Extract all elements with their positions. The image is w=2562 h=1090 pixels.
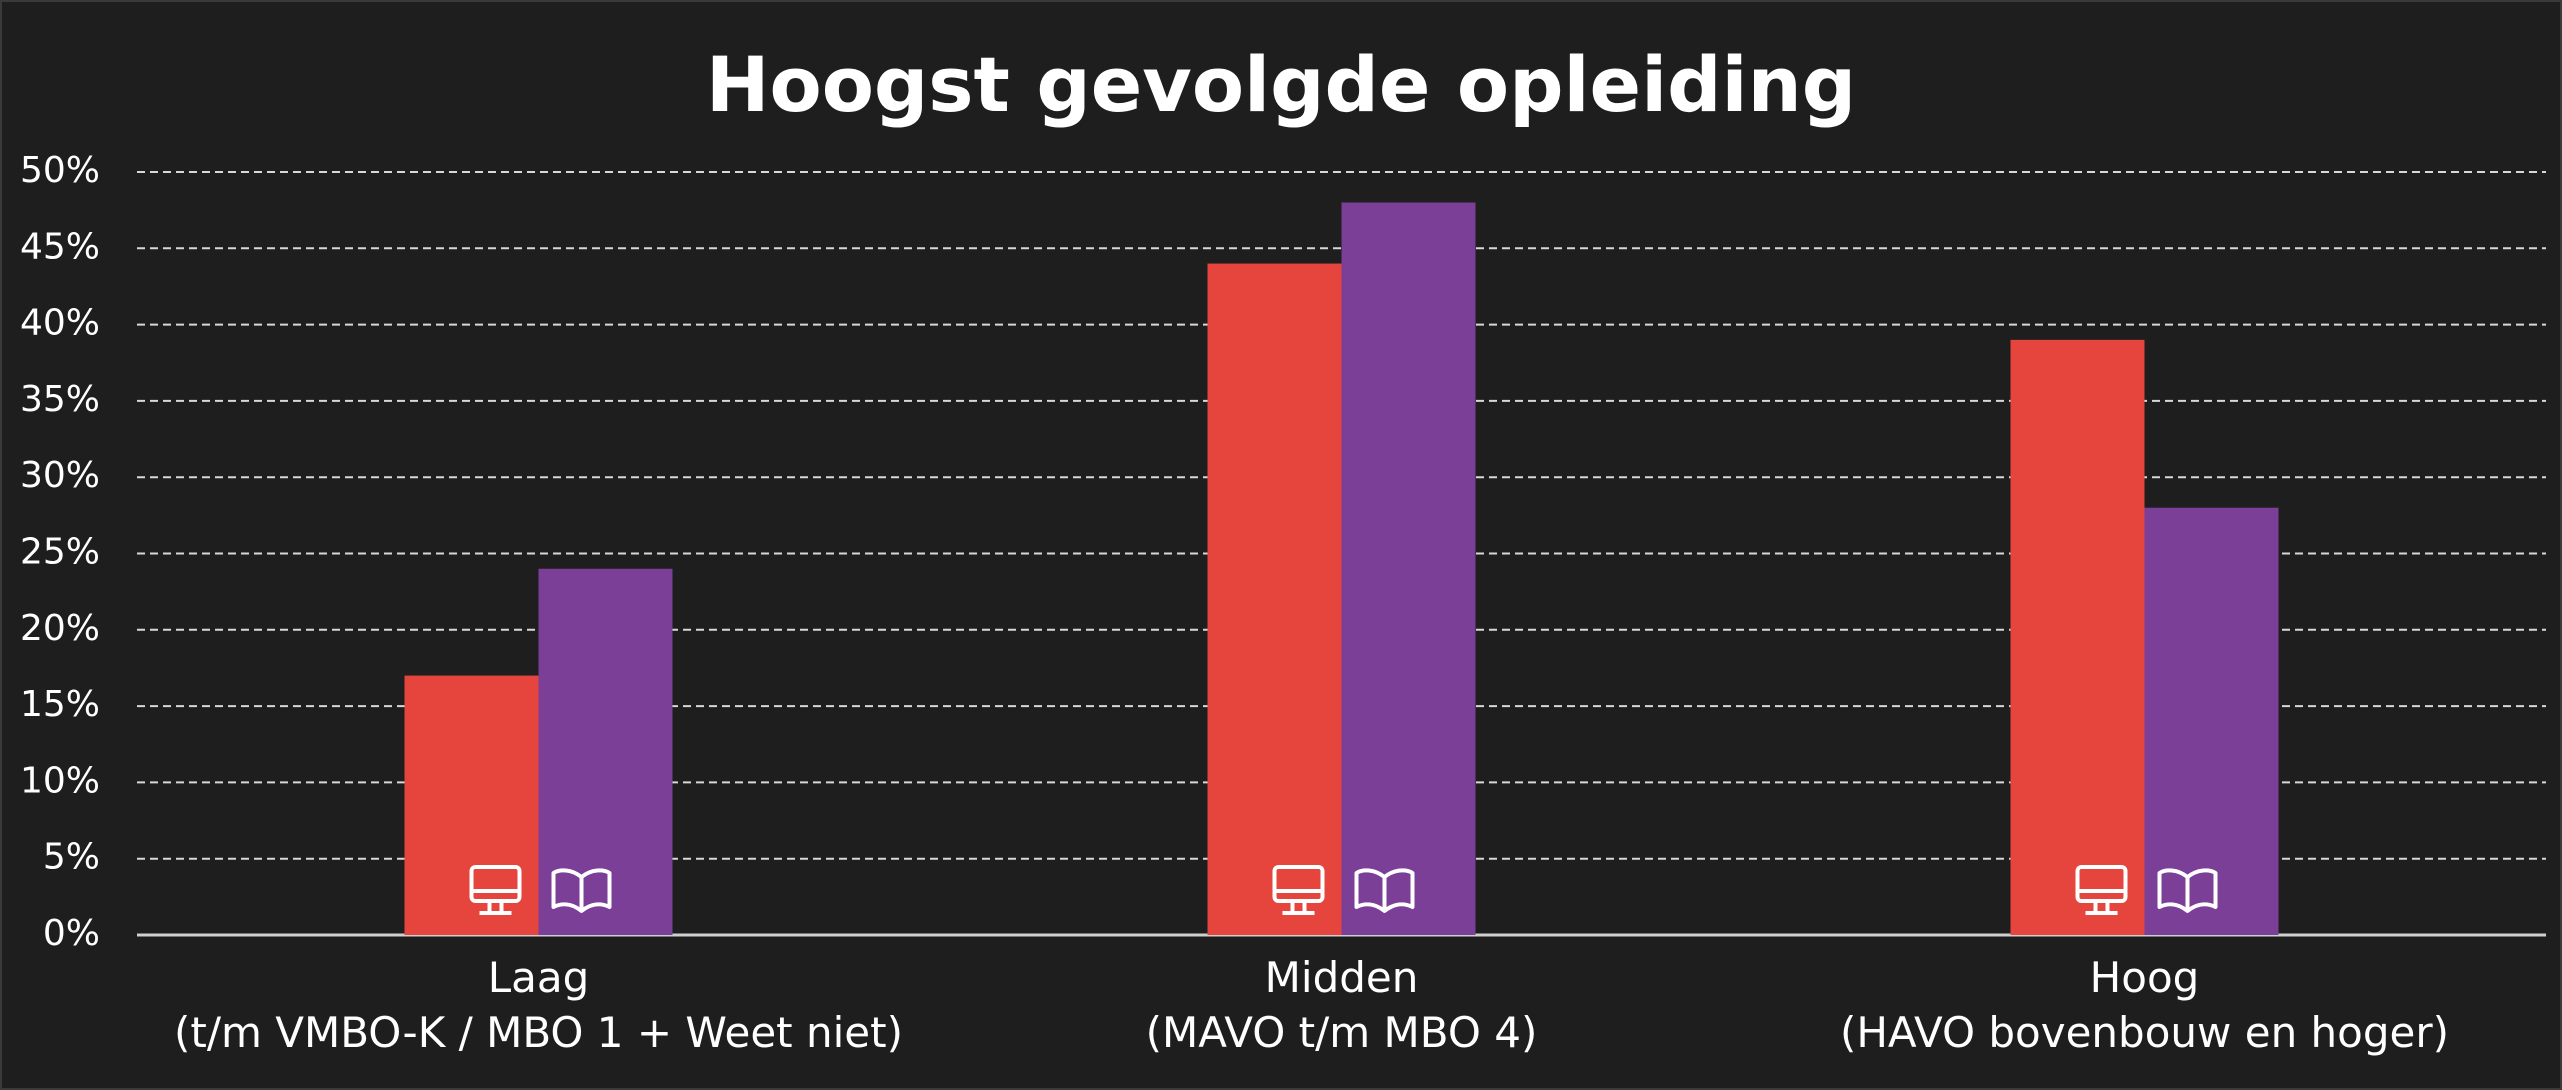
bar xyxy=(2010,339,2145,935)
y-tick-label: 10% xyxy=(20,760,100,801)
bar xyxy=(1341,202,1476,935)
icon-part xyxy=(479,901,512,915)
icon-part xyxy=(1354,868,1415,913)
y-tick-label: 45% xyxy=(20,226,100,267)
y-tick-label: 35% xyxy=(20,379,100,420)
icon-part xyxy=(551,868,612,913)
y-tick-label: 0% xyxy=(43,913,100,954)
icon-part xyxy=(2085,901,2118,915)
bar xyxy=(2144,507,2279,935)
bar xyxy=(1207,263,1342,935)
y-tick-label: 30% xyxy=(20,455,100,496)
y-tick-label: 20% xyxy=(20,608,100,649)
bar xyxy=(538,568,673,935)
x-tick-label: Hoog (HAVO bovenbouw en hoger) xyxy=(1839,953,2450,1057)
y-tick-label: 50% xyxy=(20,150,100,191)
y-tick-label: 5% xyxy=(43,837,100,878)
series-icon xyxy=(551,868,612,913)
x-tick-label: Midden (MAVO t/m MBO 4) xyxy=(1145,953,1538,1057)
y-tick-label: 15% xyxy=(20,684,100,725)
series-icon xyxy=(1272,865,1325,915)
series-icon xyxy=(2157,868,2218,913)
series-icon xyxy=(1354,868,1415,913)
series-icon xyxy=(469,865,522,915)
x-tick-label: Laag (t/m VMBO-K / MBO 1 + Weet niet) xyxy=(174,953,903,1057)
icon-part xyxy=(1282,901,1315,915)
icon-part xyxy=(1272,865,1325,903)
icon-part xyxy=(2157,868,2218,913)
icon-part xyxy=(2075,865,2128,903)
series-icon xyxy=(2075,865,2128,915)
chart-title: Hoogst gevolgde opleiding xyxy=(706,40,1856,129)
icon-part xyxy=(469,865,522,903)
y-tick-label: 40% xyxy=(20,303,100,344)
y-tick-label: 25% xyxy=(20,532,100,573)
